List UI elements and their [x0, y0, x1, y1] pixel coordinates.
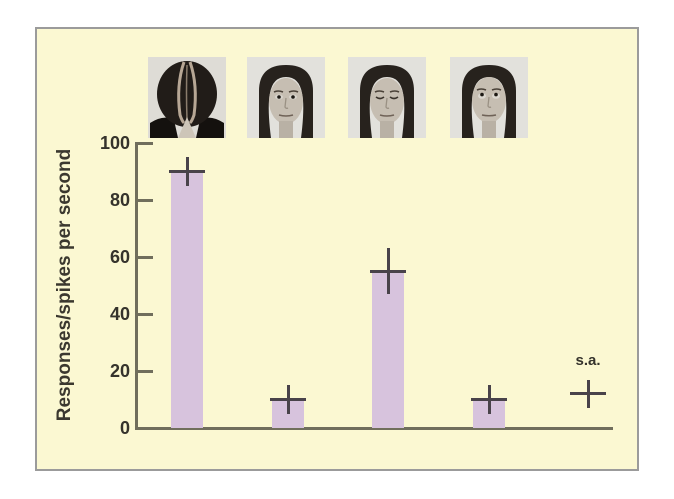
y-tick-label: 80 — [109, 190, 130, 210]
y-tick — [137, 369, 153, 373]
response-bar — [171, 171, 203, 428]
error-bar-horizontal — [570, 392, 606, 396]
y-tick-label: 0 — [119, 418, 130, 438]
y-tick — [137, 255, 153, 259]
stimulus-photo-head-lowered — [148, 57, 226, 138]
spontaneous-activity-label: s.a. — [575, 352, 601, 369]
y-tick — [137, 198, 153, 202]
y-tick-label: 20 — [109, 361, 130, 381]
stimulus-photo-gaze-up — [450, 57, 528, 138]
response-bar — [372, 271, 404, 428]
head-lowered-image — [148, 57, 226, 138]
y-tick-label: 60 — [109, 247, 130, 267]
y-tick-label: 100 — [99, 133, 130, 153]
error-bar-horizontal — [471, 398, 507, 401]
direct-gaze-image — [247, 57, 325, 138]
x-axis-line — [135, 427, 613, 430]
error-bar-horizontal — [169, 170, 205, 173]
eyes-closed-image — [348, 57, 426, 138]
y-tick — [137, 312, 153, 316]
y-tick-label: 40 — [109, 304, 130, 324]
error-bar-horizontal — [270, 398, 306, 401]
stimulus-photo-direct-gaze — [247, 57, 325, 138]
gaze-up-image — [450, 57, 528, 138]
error-bar-horizontal — [370, 269, 406, 273]
stimulus-photo-eyes-closed — [348, 57, 426, 138]
y-tick — [137, 141, 153, 145]
y-axis-line — [135, 142, 138, 430]
